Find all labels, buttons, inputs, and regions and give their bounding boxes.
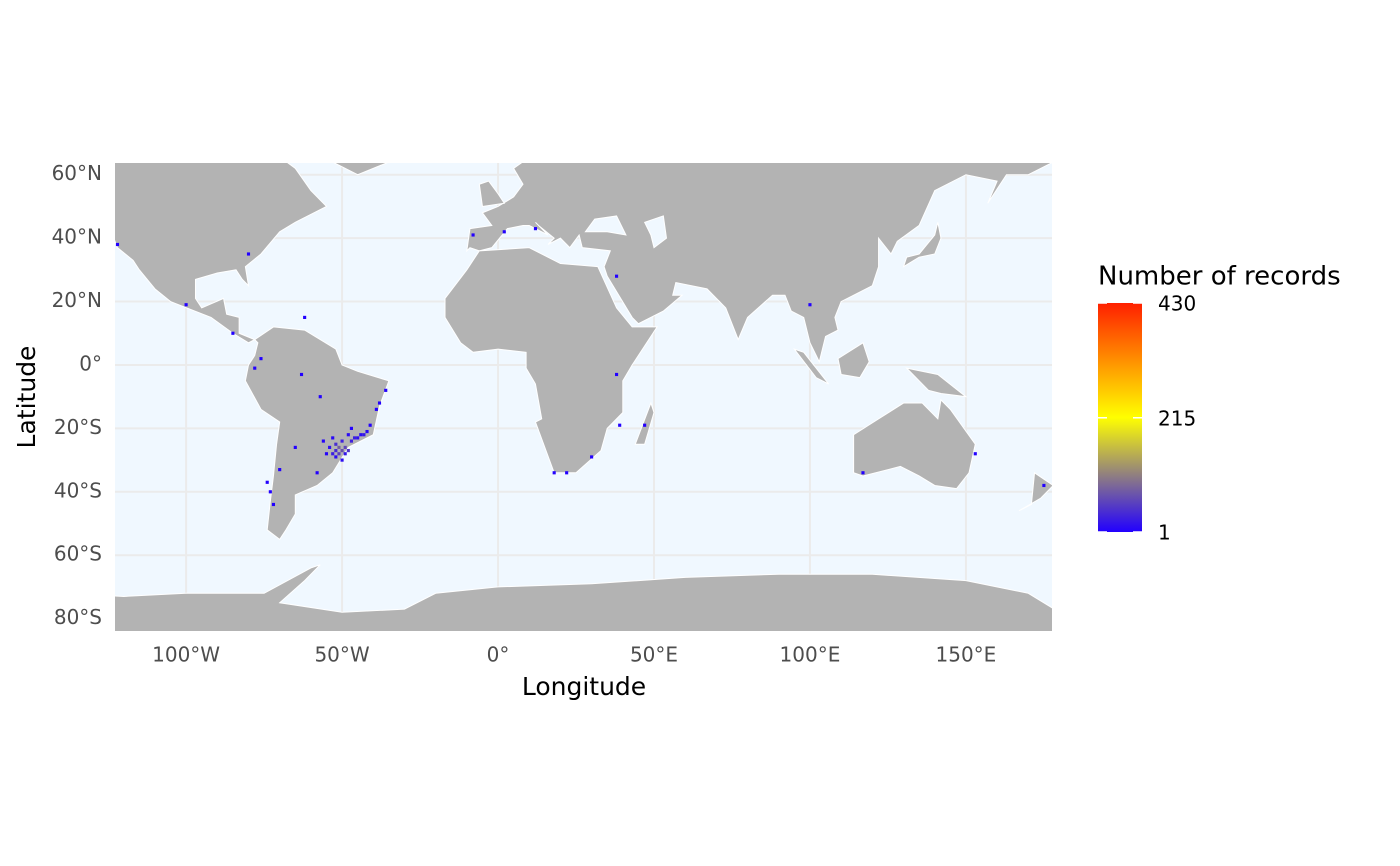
record-cell <box>328 445 332 449</box>
y-tick-label: 40°N <box>52 225 102 249</box>
y-tick-label: 20°S <box>54 415 102 439</box>
record-cell <box>334 455 338 459</box>
north-america <box>115 163 326 343</box>
record-cell <box>502 230 506 234</box>
map-area <box>115 163 1060 631</box>
record-cell <box>384 388 388 392</box>
record-cell <box>271 502 276 507</box>
record-cell <box>374 407 378 411</box>
record-cell <box>861 471 865 475</box>
x-axis-title: Longitude <box>522 672 646 701</box>
record-cell <box>359 433 363 437</box>
y-tick-label: 60°S <box>54 542 102 566</box>
record-cell <box>324 452 329 456</box>
record-cell <box>471 233 475 237</box>
x-tick-label: 0° <box>487 643 510 667</box>
record-cell <box>337 452 341 456</box>
black-sea <box>585 216 626 235</box>
japan <box>904 222 941 266</box>
x-tick-label: 150°E <box>936 643 997 667</box>
record-cell <box>340 439 344 443</box>
record-cell <box>533 227 538 231</box>
y-axis-title: Latitude <box>12 346 41 449</box>
south-america <box>245 327 388 539</box>
colorbar-label: 1 <box>1158 521 1171 545</box>
record-cell <box>343 452 347 456</box>
record-cell <box>321 439 325 443</box>
caspian-sea <box>645 216 667 248</box>
record-cell <box>552 471 556 475</box>
record-cell <box>259 357 263 361</box>
record-cell <box>115 242 120 247</box>
x-tick-label: 50°W <box>314 643 369 667</box>
record-cell <box>299 372 304 377</box>
record-cell <box>340 458 344 462</box>
y-tick-label: 0° <box>79 351 102 375</box>
record-cell <box>356 436 360 440</box>
britain <box>479 181 504 206</box>
record-cell <box>303 315 307 319</box>
record-cell <box>590 455 594 459</box>
record-cell <box>278 468 282 472</box>
new-guinea <box>907 368 966 397</box>
sumatra <box>794 349 828 384</box>
record-cell <box>365 429 369 434</box>
record-cell <box>334 449 338 453</box>
record-cell <box>184 303 188 307</box>
record-cell <box>231 331 235 335</box>
record-cell <box>618 423 622 427</box>
eurasia <box>467 163 1060 362</box>
y-tick-label: 40°S <box>54 478 102 502</box>
record-cell <box>349 426 353 430</box>
new-zealand <box>1019 473 1052 511</box>
x-tick-label: 100°W <box>152 643 220 667</box>
record-cells <box>115 227 1046 507</box>
legend: 1 215 430 <box>1098 292 1196 545</box>
y-tick-label: 20°N <box>52 288 102 312</box>
axes: 100°W 50°W 0° 50°E 100°E 150°E 60°N 40°N 20°N 0° 2… <box>52 161 997 666</box>
australia <box>854 400 976 489</box>
record-cell <box>615 372 619 377</box>
record-cell <box>331 436 335 440</box>
record-cell <box>808 303 812 307</box>
record-cell <box>973 452 977 456</box>
record-cell <box>643 423 647 427</box>
record-cell <box>334 442 338 446</box>
colorbar-label: 430 <box>1158 292 1196 316</box>
record-cell <box>368 423 372 427</box>
greenland <box>280 163 436 175</box>
legend-title: Number of records <box>1098 262 1341 292</box>
record-cell <box>246 252 251 256</box>
record-cell <box>1042 483 1046 488</box>
record-cell <box>349 439 353 443</box>
africa <box>445 248 657 473</box>
record-cell <box>337 445 341 449</box>
y-tick-label: 60°N <box>52 161 102 185</box>
record-cell <box>318 395 322 399</box>
record-cell <box>346 449 350 453</box>
record-cell <box>377 401 382 405</box>
record-cell <box>253 366 257 370</box>
record-cell <box>352 436 357 440</box>
record-cell <box>265 480 269 484</box>
record-cell <box>331 452 335 456</box>
record-cell <box>268 490 272 494</box>
borneo <box>838 343 869 378</box>
record-cell <box>343 445 347 449</box>
land <box>115 163 1060 631</box>
record-cell <box>565 471 569 475</box>
x-tick-label: 100°E <box>780 643 841 667</box>
x-tick-label: 50°E <box>630 643 678 667</box>
colorbar-label: 215 <box>1158 406 1196 430</box>
record-cell <box>315 471 319 475</box>
record-cell <box>293 445 297 449</box>
record-cell <box>340 449 344 453</box>
record-cell <box>362 433 366 437</box>
y-tick-label: 80°S <box>54 605 102 629</box>
record-cell <box>346 433 350 437</box>
record-cell <box>615 274 619 278</box>
antarctica <box>115 565 1052 631</box>
